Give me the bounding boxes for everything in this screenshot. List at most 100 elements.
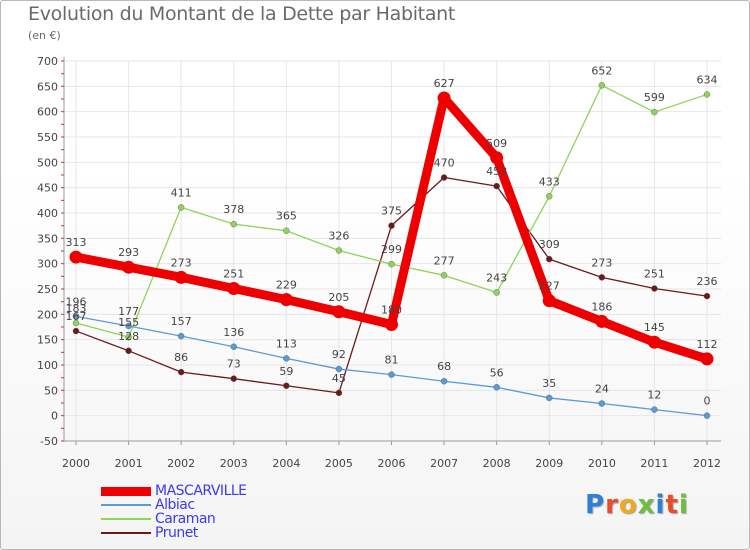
y-tick-label: 500	[37, 156, 58, 169]
data-point	[335, 365, 343, 373]
data-label: 73	[227, 358, 241, 371]
data-point	[703, 91, 711, 98]
x-tick-label: 2010	[588, 457, 616, 470]
data-label: 0	[704, 395, 711, 408]
data-point	[647, 335, 661, 349]
x-tick-label: 2006	[378, 457, 406, 470]
data-point	[122, 260, 136, 274]
logo-letter: t	[665, 490, 679, 520]
data-point	[335, 389, 343, 397]
x-tick-label: 2007	[430, 457, 458, 470]
data-point	[651, 406, 658, 413]
data-point	[230, 375, 237, 382]
data-point	[335, 247, 343, 254]
data-point	[125, 347, 132, 355]
data-point	[125, 322, 132, 330]
data-label: 186	[591, 300, 612, 313]
legend-swatch	[101, 518, 151, 520]
data-point	[542, 294, 556, 308]
logo-letter: x	[637, 490, 656, 520]
data-label: 59	[279, 365, 293, 378]
x-tick-label: 2005	[325, 457, 353, 470]
data-label: 92	[332, 348, 346, 361]
legend-label: Albiac	[155, 497, 195, 513]
data-label: 326	[328, 229, 349, 242]
data-label: 243	[486, 272, 507, 285]
data-label: 453	[486, 165, 507, 178]
data-label: 433	[539, 175, 560, 188]
data-label: 470	[434, 157, 455, 170]
y-tick-label: -50	[40, 435, 58, 448]
data-label: 68	[437, 360, 451, 373]
data-label: 167	[66, 310, 87, 323]
y-tick-label: 250	[37, 283, 58, 296]
y-tick-label: 350	[37, 232, 58, 245]
y-tick-label: 300	[37, 258, 58, 271]
data-label: 45	[332, 372, 346, 385]
data-point	[493, 384, 500, 391]
data-point	[703, 292, 711, 300]
x-tick-label: 2012	[693, 457, 721, 470]
data-label: 299	[381, 243, 402, 256]
legend-label: Prunet	[155, 525, 198, 541]
data-point	[546, 394, 553, 402]
y-tick-label: 50	[44, 384, 58, 397]
data-point	[385, 317, 398, 331]
data-point	[388, 222, 395, 229]
data-label: 136	[223, 326, 244, 339]
y-tick-label: 150	[37, 334, 58, 347]
logo-letter: i	[655, 490, 666, 520]
data-label: 157	[171, 315, 192, 328]
data-point	[493, 289, 500, 296]
data-label: 313	[66, 236, 87, 249]
data-label: 196	[66, 295, 87, 308]
data-point	[546, 255, 553, 263]
data-label: 273	[171, 256, 192, 269]
data-label: 128	[118, 330, 139, 343]
legend-label: Caraman	[155, 511, 216, 527]
data-label: 251	[223, 267, 244, 280]
data-point	[177, 368, 185, 376]
data-label: 277	[434, 254, 455, 267]
data-label: 273	[591, 256, 612, 269]
data-label: 112	[697, 338, 718, 351]
x-tick-label: 2001	[115, 457, 143, 470]
data-label: 627	[434, 77, 455, 90]
data-label: 12	[647, 389, 661, 402]
x-tick-label: 2003	[220, 457, 248, 470]
data-label: 229	[276, 279, 297, 292]
y-tick-label: 0	[51, 410, 58, 423]
data-label: 293	[118, 246, 139, 259]
data-point	[595, 314, 609, 328]
y-tick-label: 550	[37, 131, 58, 144]
data-point	[388, 371, 395, 378]
data-label: 509	[486, 137, 507, 150]
data-point	[174, 270, 188, 284]
data-label: 411	[171, 186, 192, 199]
data-point	[490, 151, 504, 165]
x-tick-label: 2000	[62, 457, 90, 470]
data-point	[177, 204, 185, 211]
data-point	[230, 343, 237, 350]
data-label: 86	[174, 351, 188, 364]
logo-letter: o	[618, 490, 638, 520]
data-point	[72, 313, 80, 320]
data-label: 236	[697, 275, 718, 288]
data-label: 177	[118, 305, 139, 318]
data-label: 145	[644, 321, 665, 334]
data-point	[69, 250, 83, 264]
data-point	[700, 352, 714, 366]
y-tick-label: 650	[37, 80, 58, 93]
data-label: 180	[381, 303, 402, 316]
data-point	[651, 108, 658, 116]
x-tick-label: 2008	[483, 457, 511, 470]
y-tick-label: 400	[37, 207, 58, 220]
data-point	[283, 382, 290, 389]
legend-swatch	[101, 532, 151, 534]
y-tick-label: 700	[37, 55, 58, 68]
data-point	[177, 332, 185, 340]
chart-subtitle: (en €)	[28, 29, 61, 42]
data-point	[230, 220, 237, 228]
data-point	[72, 327, 80, 335]
data-label: 205	[328, 291, 349, 304]
